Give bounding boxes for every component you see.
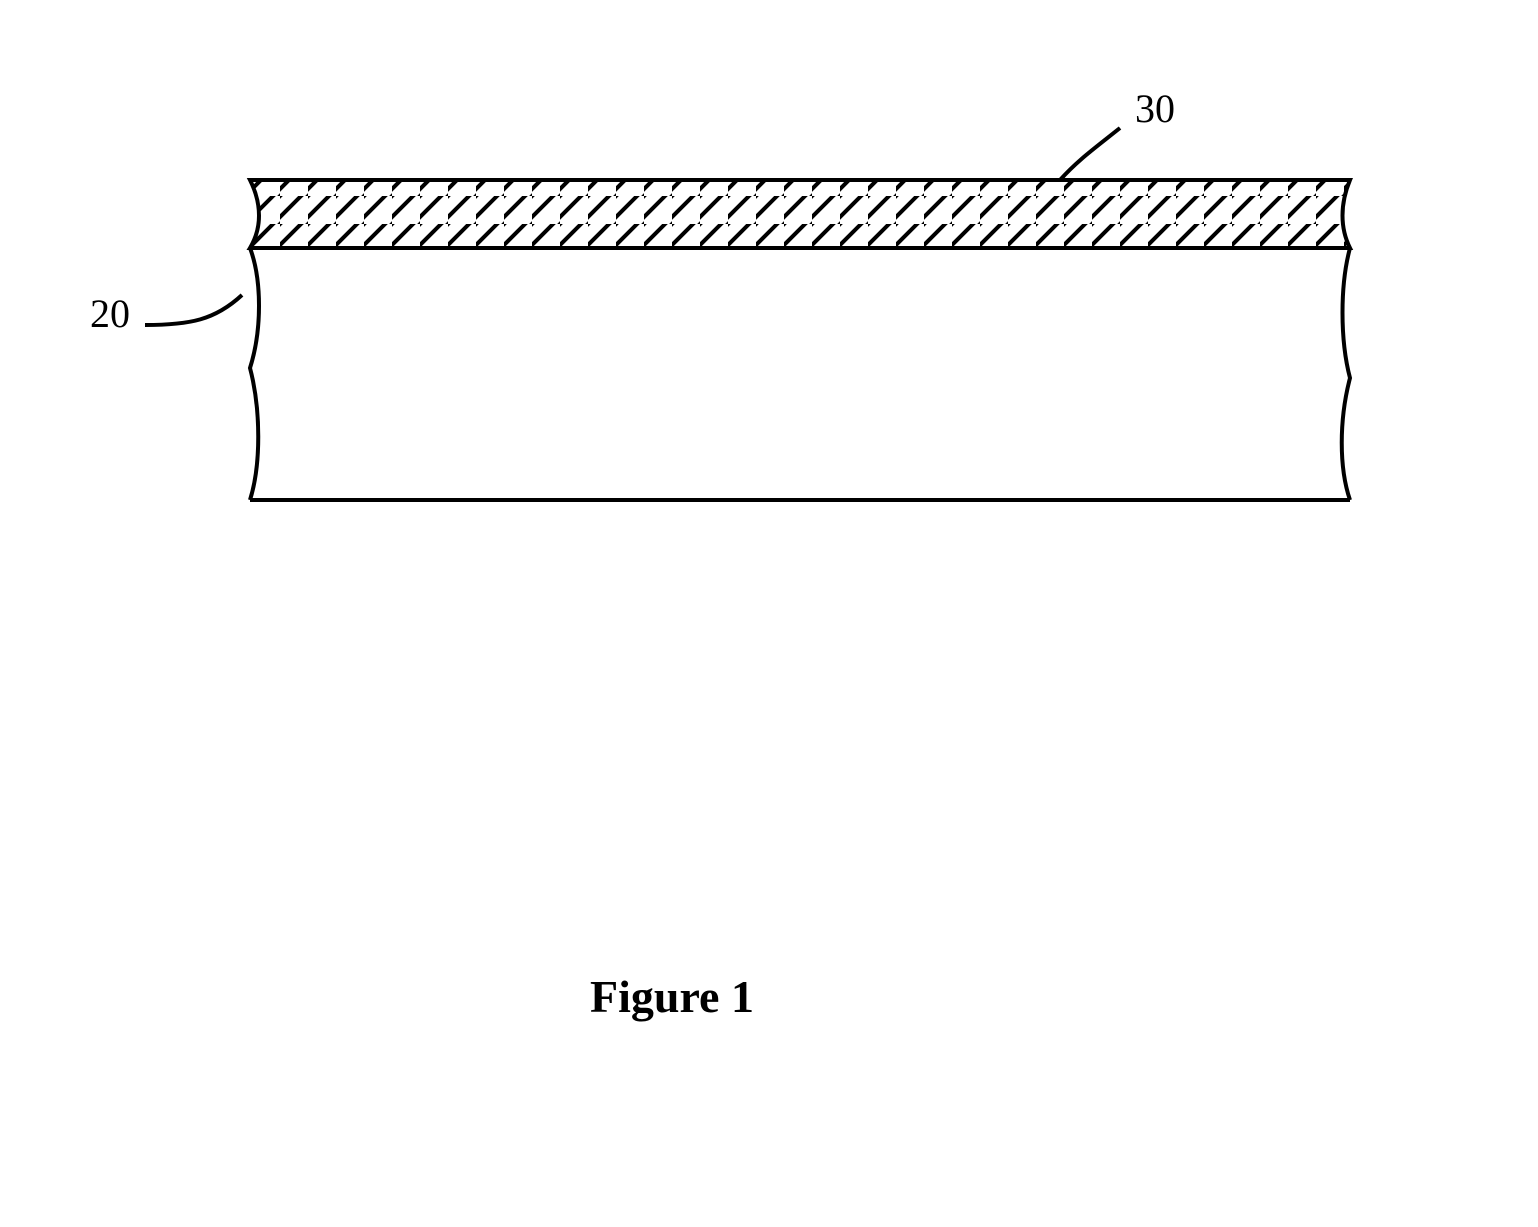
layer-20-right-edge <box>1342 248 1350 500</box>
layer-30 <box>250 180 1350 248</box>
figure-caption: Figure 1 <box>590 970 754 1023</box>
leader-20 <box>145 295 242 325</box>
leader-30 <box>1060 128 1120 180</box>
label-30: 30 <box>1135 85 1175 132</box>
diagram-svg <box>0 0 1538 1222</box>
layer-20-left-edge <box>250 248 259 500</box>
figure-canvas: 20 30 Figure 1 <box>0 0 1538 1222</box>
layer-30-shape <box>250 180 1350 248</box>
label-20: 20 <box>90 290 130 337</box>
layer-20 <box>250 248 1350 500</box>
